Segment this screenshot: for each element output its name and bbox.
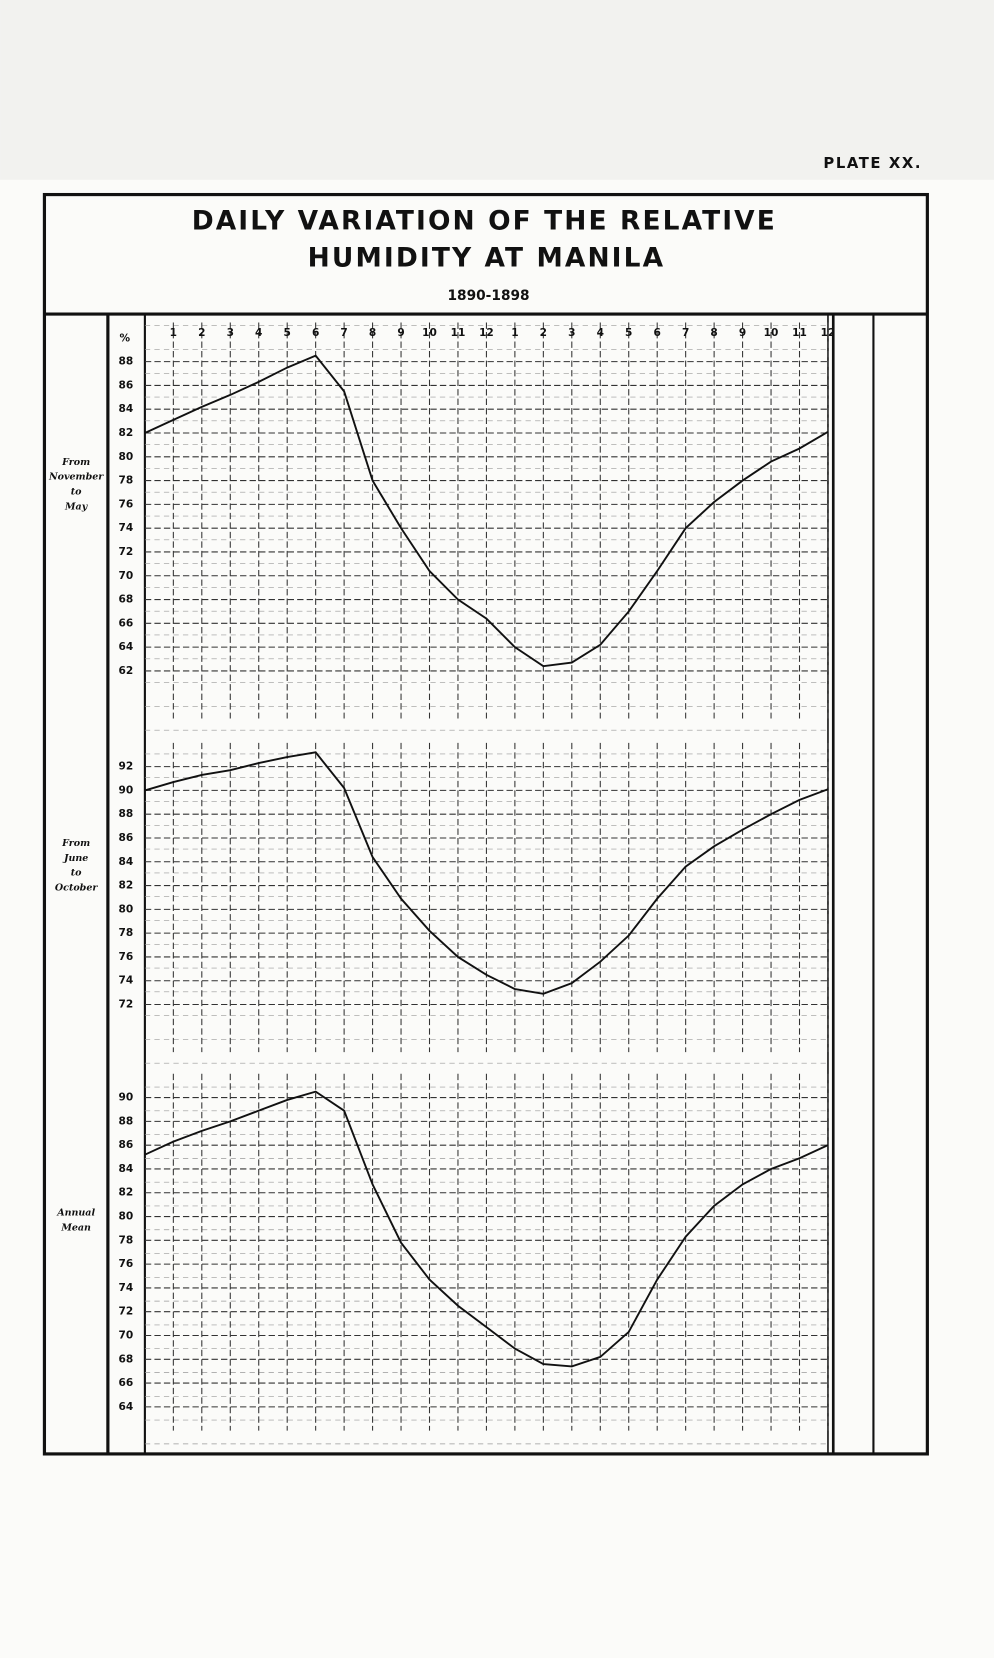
y-tick-label: 74 [119,522,134,534]
y-tick-label: 78 [119,1234,134,1246]
x-tick-label: 2 [198,327,205,339]
side-label: October [55,882,98,893]
y-tick-label: 72 [119,999,134,1011]
humidity-curve [144,354,829,668]
x-tick-label: 11 [792,327,807,339]
y-tick-label: 66 [119,617,134,629]
x-tick-label: 12 [821,327,836,339]
x-tick-label: 8 [369,327,376,339]
title-line: HUMIDITY AT MANILA [308,243,665,274]
x-tick-label: 6 [312,327,319,339]
y-tick-label: 86 [119,832,134,844]
y-tick-label: 88 [119,356,134,368]
y-tick-label: 80 [119,451,134,463]
y-tick-label: 76 [119,498,134,510]
x-tick-label: 4 [255,327,262,339]
y-tick-label: 70 [119,570,134,582]
x-tick-label: 1 [511,327,518,339]
humidity-curve [144,1090,829,1368]
plate-number: PLATE XX. [823,155,922,172]
x-tick-label: 10 [422,327,437,339]
y-tick-label: 78 [119,475,134,487]
x-tick-label: 3 [227,327,234,339]
y-tick-label: 90 [119,1092,134,1104]
y-tick-label: 88 [119,1115,134,1127]
side-label: June [62,853,88,864]
side-label: From [61,457,90,468]
y-tick-label: 72 [119,546,134,558]
side-label: From [61,838,90,849]
y-tick-label: 84 [119,1163,134,1175]
frame [42,192,929,1456]
x-tick-label: 7 [682,327,689,339]
y-tick-label: 70 [119,1329,134,1341]
y-tick-label: 66 [119,1377,134,1389]
y-tick-label: 72 [119,1306,134,1318]
x-tick-label: 5 [625,327,632,339]
y-tick-label: 92 [119,761,134,773]
subtitle: 1890-1898 [447,288,529,304]
x-tick-label: 9 [739,327,746,339]
title-line: DAILY VARIATION OF THE RELATIVE [192,206,777,237]
y-tick-label: 88 [119,808,134,820]
side-label: to [71,868,82,879]
side-label: May [64,501,89,512]
y-tick-label: 82 [119,427,134,439]
side-label: November [48,472,104,483]
y-tick-label: 74 [119,1282,134,1294]
y-tick-label: 82 [119,1187,134,1199]
y-tick-label: 82 [119,880,134,892]
x-tick-label: 6 [654,327,661,339]
y-tick-label: 80 [119,903,134,915]
y-tick-label: 86 [119,1139,134,1151]
y-tick-label: 84 [119,856,134,868]
y-tick-label: 80 [119,1211,134,1223]
side-label: Annual [56,1208,95,1219]
x-tick-label: 1 [170,327,177,339]
x-tick-label: 9 [397,327,404,339]
y-tick-label: 84 [119,403,134,415]
x-tick-label: 5 [284,327,291,339]
y-tick-label: 86 [119,379,134,391]
x-tick-label: 8 [710,327,717,339]
x-tick-label: 10 [764,327,779,339]
x-tick-label: 2 [540,327,547,339]
x-tick-label: 7 [340,327,347,339]
x-tick-label: 12 [479,327,494,339]
y-tick-label: 64 [119,641,134,653]
y-tick-label: 90 [119,784,134,796]
side-label: Mean [60,1222,91,1233]
humidity-curve [144,751,829,995]
y-tick-label: 62 [119,665,134,677]
x-tick-label: 4 [597,327,604,339]
y-tick-label: 76 [119,1258,134,1270]
y-tick-label: 74 [119,975,134,987]
y-tick-label: 68 [119,594,134,606]
y-tick-label: 68 [119,1353,134,1365]
x-tick-label: 3 [568,327,575,339]
x-tick-label: 11 [451,327,466,339]
y-tick-label: 78 [119,927,134,939]
scan-shade [0,0,994,180]
side-label: to [71,486,82,497]
y-unit: % [119,332,130,344]
y-tick-label: 64 [119,1401,134,1413]
y-tick-label: 76 [119,951,134,963]
